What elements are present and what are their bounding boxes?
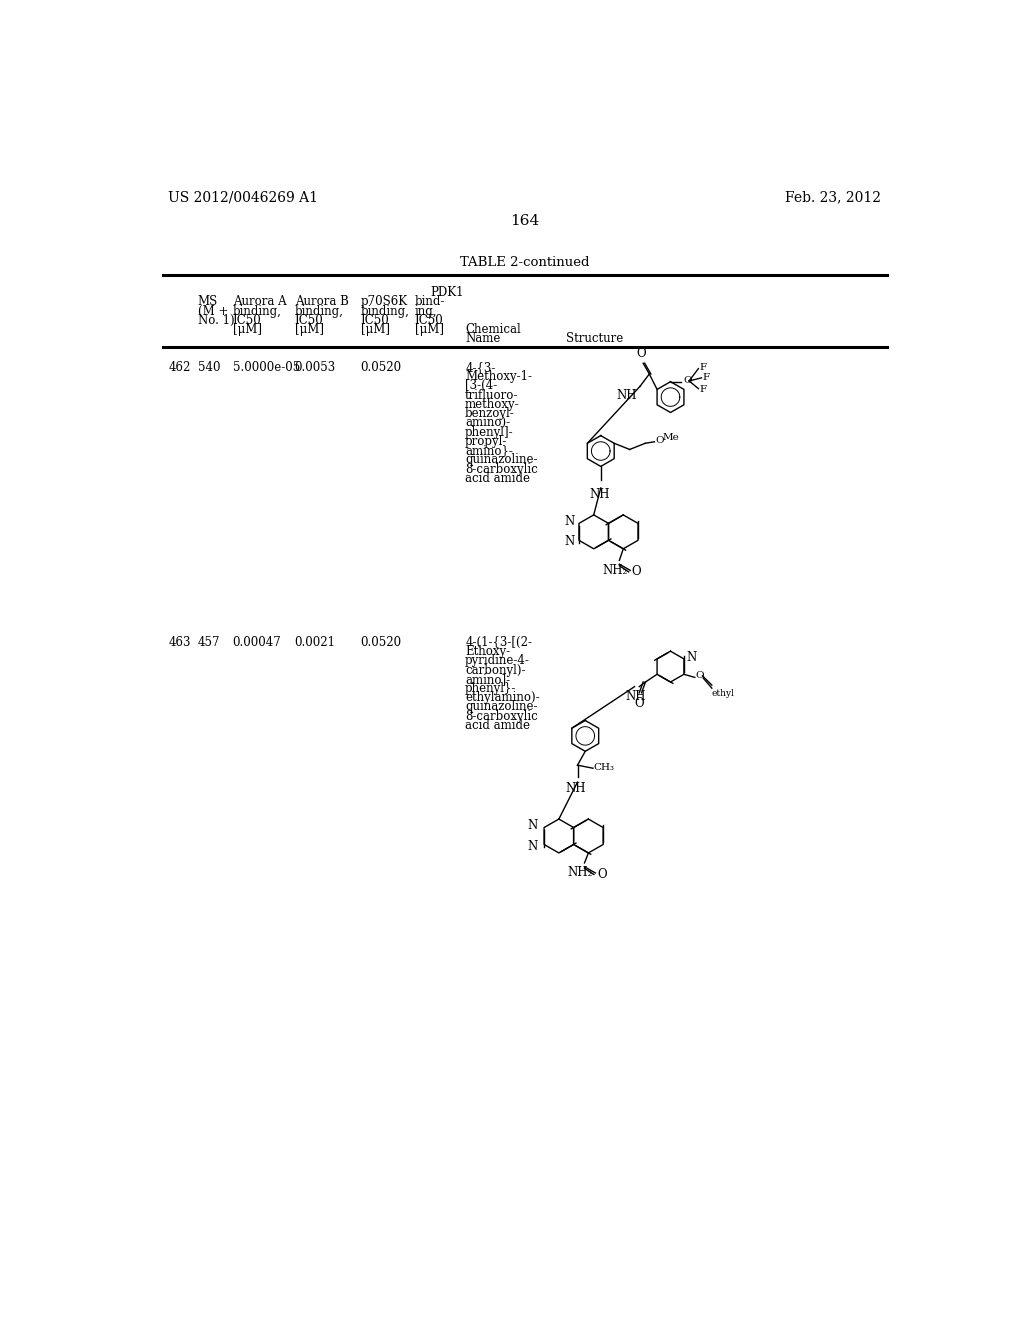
Text: IC50: IC50 <box>415 314 443 327</box>
Text: 5.0000e-05: 5.0000e-05 <box>232 360 300 374</box>
Text: binding,: binding, <box>360 305 410 318</box>
Text: 8-carboxylic: 8-carboxylic <box>465 710 538 723</box>
Text: [μM]: [μM] <box>415 323 443 337</box>
Text: MS: MS <box>198 296 218 309</box>
Text: NH: NH <box>589 488 609 502</box>
Text: 0.0520: 0.0520 <box>360 636 401 649</box>
Text: [μM]: [μM] <box>360 323 389 337</box>
Text: IC50: IC50 <box>360 314 389 327</box>
Text: NH₂: NH₂ <box>567 866 593 879</box>
Text: phenyl]-: phenyl]- <box>465 425 514 438</box>
Text: Ethoxy-: Ethoxy- <box>465 645 510 659</box>
Text: 0.0053: 0.0053 <box>295 360 336 374</box>
Text: 0.00047: 0.00047 <box>232 636 282 649</box>
Text: methoxy-: methoxy- <box>465 397 520 411</box>
Text: amino}-: amino}- <box>465 444 513 457</box>
Text: Me: Me <box>663 433 679 442</box>
Text: bind-: bind- <box>415 296 445 309</box>
Text: NH: NH <box>565 781 586 795</box>
Text: ethylamino)-: ethylamino)- <box>465 692 540 705</box>
Text: Name: Name <box>465 333 501 346</box>
Text: Feb. 23, 2012: Feb. 23, 2012 <box>785 191 882 205</box>
Text: F: F <box>699 363 707 371</box>
Text: Aurora B: Aurora B <box>295 296 348 309</box>
Text: 540: 540 <box>198 360 220 374</box>
Text: N: N <box>527 820 538 833</box>
Text: O: O <box>683 376 691 384</box>
Text: amino]-: amino]- <box>465 673 510 686</box>
Text: 4-{3-: 4-{3- <box>465 360 496 374</box>
Text: p70S6K: p70S6K <box>360 296 408 309</box>
Text: N: N <box>527 840 538 853</box>
Text: ethyl: ethyl <box>712 689 734 698</box>
Text: binding,: binding, <box>232 305 282 318</box>
Text: quinazoline-: quinazoline- <box>465 701 538 714</box>
Text: Structure: Structure <box>566 333 624 346</box>
Text: NH: NH <box>626 689 646 702</box>
Text: Chemical: Chemical <box>465 323 521 337</box>
Text: 462: 462 <box>168 360 190 374</box>
Text: N: N <box>564 515 574 528</box>
Text: 0.0520: 0.0520 <box>360 360 401 374</box>
Text: O: O <box>695 672 705 680</box>
Text: F: F <box>699 385 707 393</box>
Text: O: O <box>597 869 606 880</box>
Text: NH: NH <box>616 389 637 403</box>
Text: Aurora A: Aurora A <box>232 296 287 309</box>
Text: trifluoro-: trifluoro- <box>465 388 518 401</box>
Text: PDK1: PDK1 <box>430 286 464 300</box>
Text: 0.0021: 0.0021 <box>295 636 336 649</box>
Text: phenyl}-: phenyl}- <box>465 682 516 696</box>
Text: 4-(1-{3-[(2-: 4-(1-{3-[(2- <box>465 636 532 649</box>
Text: US 2012/0046269 A1: US 2012/0046269 A1 <box>168 191 318 205</box>
Text: ing,: ing, <box>415 305 437 318</box>
Text: N: N <box>564 536 574 548</box>
Text: benzoyl-: benzoyl- <box>465 407 515 420</box>
Text: TABLE 2-continued: TABLE 2-continued <box>460 256 590 269</box>
Text: binding,: binding, <box>295 305 343 318</box>
Text: N: N <box>686 651 696 664</box>
Text: pyridine-4-: pyridine-4- <box>465 655 530 668</box>
Text: [3-(4-: [3-(4- <box>465 379 498 392</box>
Text: (M +: (M + <box>198 305 228 318</box>
Text: O: O <box>632 565 641 578</box>
Text: 164: 164 <box>510 214 540 228</box>
Text: acid amide: acid amide <box>465 471 530 484</box>
Text: quinazoline-: quinazoline- <box>465 453 538 466</box>
Text: Methoxy-1-: Methoxy-1- <box>465 370 532 383</box>
Text: [μM]: [μM] <box>295 323 324 337</box>
Text: O: O <box>635 697 644 710</box>
Text: 457: 457 <box>198 636 220 649</box>
Text: propyl-: propyl- <box>465 434 508 447</box>
Text: O: O <box>637 347 646 360</box>
Text: NH₂: NH₂ <box>602 564 628 577</box>
Text: 8-carboxylic: 8-carboxylic <box>465 462 538 475</box>
Text: IC50: IC50 <box>232 314 261 327</box>
Text: acid amide: acid amide <box>465 719 530 733</box>
Text: carbonyl)-: carbonyl)- <box>465 664 525 677</box>
Text: IC50: IC50 <box>295 314 324 327</box>
Text: 463: 463 <box>168 636 190 649</box>
Text: [μM]: [μM] <box>232 323 261 337</box>
Text: No. 1): No. 1) <box>198 314 234 327</box>
Text: O: O <box>655 437 664 445</box>
Text: F: F <box>702 372 710 381</box>
Text: amino)-: amino)- <box>465 416 510 429</box>
Text: CH₃: CH₃ <box>594 763 614 772</box>
